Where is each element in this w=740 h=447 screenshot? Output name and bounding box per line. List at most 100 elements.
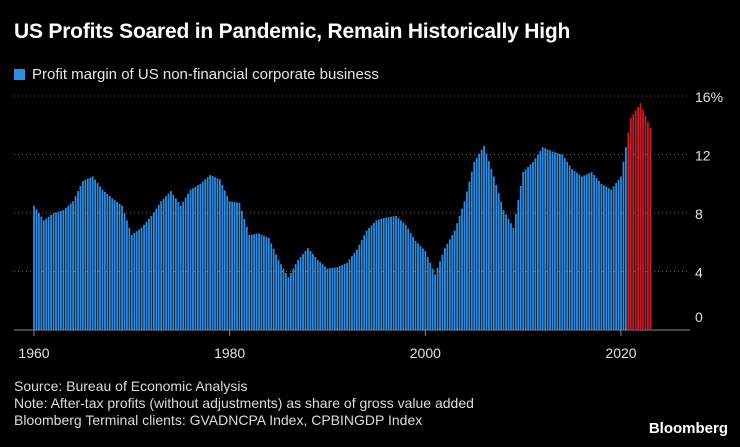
bar-245 xyxy=(632,114,635,330)
bar-242 xyxy=(625,147,627,330)
bar-2 xyxy=(38,213,40,330)
bar-182 xyxy=(478,153,481,330)
bar-186 xyxy=(488,161,490,330)
bar-118 xyxy=(321,264,324,330)
bloomberg-logo: Bloomberg xyxy=(648,420,728,437)
y-tick-label-16: 16% xyxy=(695,89,723,105)
bar-196 xyxy=(512,227,515,331)
bar-124 xyxy=(336,267,339,330)
bar-46 xyxy=(145,221,148,330)
bar-246 xyxy=(634,110,637,331)
bar-199 xyxy=(519,185,522,330)
bar-220 xyxy=(571,169,573,331)
bar-201 xyxy=(524,169,527,330)
bar-37 xyxy=(123,213,126,330)
bar-197 xyxy=(514,213,517,330)
bar-58 xyxy=(174,198,177,331)
bar-84 xyxy=(238,202,241,330)
bar-88 xyxy=(248,234,251,330)
bar-193 xyxy=(505,214,507,330)
bar-6 xyxy=(47,216,50,330)
bar-145 xyxy=(387,217,390,330)
bar-27 xyxy=(99,186,101,330)
bar-64 xyxy=(189,189,192,330)
bar-106 xyxy=(292,268,295,330)
x-tick-label-2020: 2020 xyxy=(605,345,636,361)
bar-152 xyxy=(404,224,407,330)
y-tick-label-4: 4 xyxy=(695,265,703,281)
bar-31 xyxy=(108,196,111,330)
bar-82 xyxy=(233,202,236,330)
bar-117 xyxy=(319,261,322,330)
bar-248 xyxy=(639,103,642,330)
bar-158 xyxy=(419,245,422,330)
bar-134 xyxy=(360,240,363,330)
bar-191 xyxy=(500,201,503,330)
bar-54 xyxy=(165,196,167,330)
bar-214 xyxy=(556,153,559,330)
bar-107 xyxy=(294,264,297,330)
bar-237 xyxy=(612,186,615,330)
bar-66 xyxy=(194,186,197,330)
bar-173 xyxy=(456,223,459,330)
bar-128 xyxy=(346,262,348,330)
bar-97 xyxy=(270,243,273,330)
bar-129 xyxy=(348,259,351,330)
bar-163 xyxy=(431,268,434,330)
bar-63 xyxy=(187,193,189,330)
bar-144 xyxy=(385,217,388,330)
bar-70 xyxy=(204,179,207,330)
bar-50 xyxy=(155,208,158,330)
bar-250 xyxy=(644,115,647,331)
bar-227 xyxy=(588,173,591,330)
bar-206 xyxy=(536,154,539,330)
bar-120 xyxy=(326,268,329,330)
bar-35 xyxy=(118,203,121,330)
bar-205 xyxy=(534,158,537,330)
bar-153 xyxy=(407,228,410,330)
bar-236 xyxy=(610,189,613,330)
bar-147 xyxy=(392,216,395,330)
bar-169 xyxy=(446,243,449,330)
bar-48 xyxy=(150,215,153,330)
bar-67 xyxy=(196,185,199,330)
bar-12 xyxy=(62,210,65,330)
bar-93 xyxy=(260,234,263,330)
bar-17 xyxy=(74,196,77,330)
bar-148 xyxy=(395,215,397,330)
bar-178 xyxy=(468,181,471,330)
bar-247 xyxy=(637,106,639,330)
bar-241 xyxy=(622,161,625,330)
bar-207 xyxy=(539,150,542,330)
bar-142 xyxy=(380,218,383,330)
bar-40 xyxy=(130,234,133,330)
bar-110 xyxy=(302,253,304,330)
bar-103 xyxy=(285,272,287,330)
bar-39 xyxy=(128,227,131,331)
x-tick-label-2000: 2000 xyxy=(410,345,441,361)
bar-13 xyxy=(64,207,67,330)
bar-104 xyxy=(287,277,290,330)
bar-218 xyxy=(566,161,569,330)
bar-47 xyxy=(148,218,150,330)
y-tick-label-8: 8 xyxy=(695,206,703,222)
bar-123 xyxy=(333,267,336,330)
bar-180 xyxy=(473,161,476,330)
bar-113 xyxy=(309,251,312,330)
bar-192 xyxy=(502,210,505,330)
bar-154 xyxy=(409,232,412,330)
bar-166 xyxy=(439,261,441,330)
bar-179 xyxy=(470,171,473,330)
bar-174 xyxy=(458,215,461,330)
bar-187 xyxy=(490,168,493,330)
bar-105 xyxy=(289,272,292,330)
bar-81 xyxy=(231,201,233,330)
bar-140 xyxy=(375,220,378,330)
bar-59 xyxy=(177,202,180,330)
bar-92 xyxy=(258,233,260,330)
bar-215 xyxy=(558,153,561,330)
bar-77 xyxy=(221,184,224,330)
bar-111 xyxy=(304,251,307,330)
bar-30 xyxy=(106,193,109,330)
bar-68 xyxy=(199,183,202,330)
